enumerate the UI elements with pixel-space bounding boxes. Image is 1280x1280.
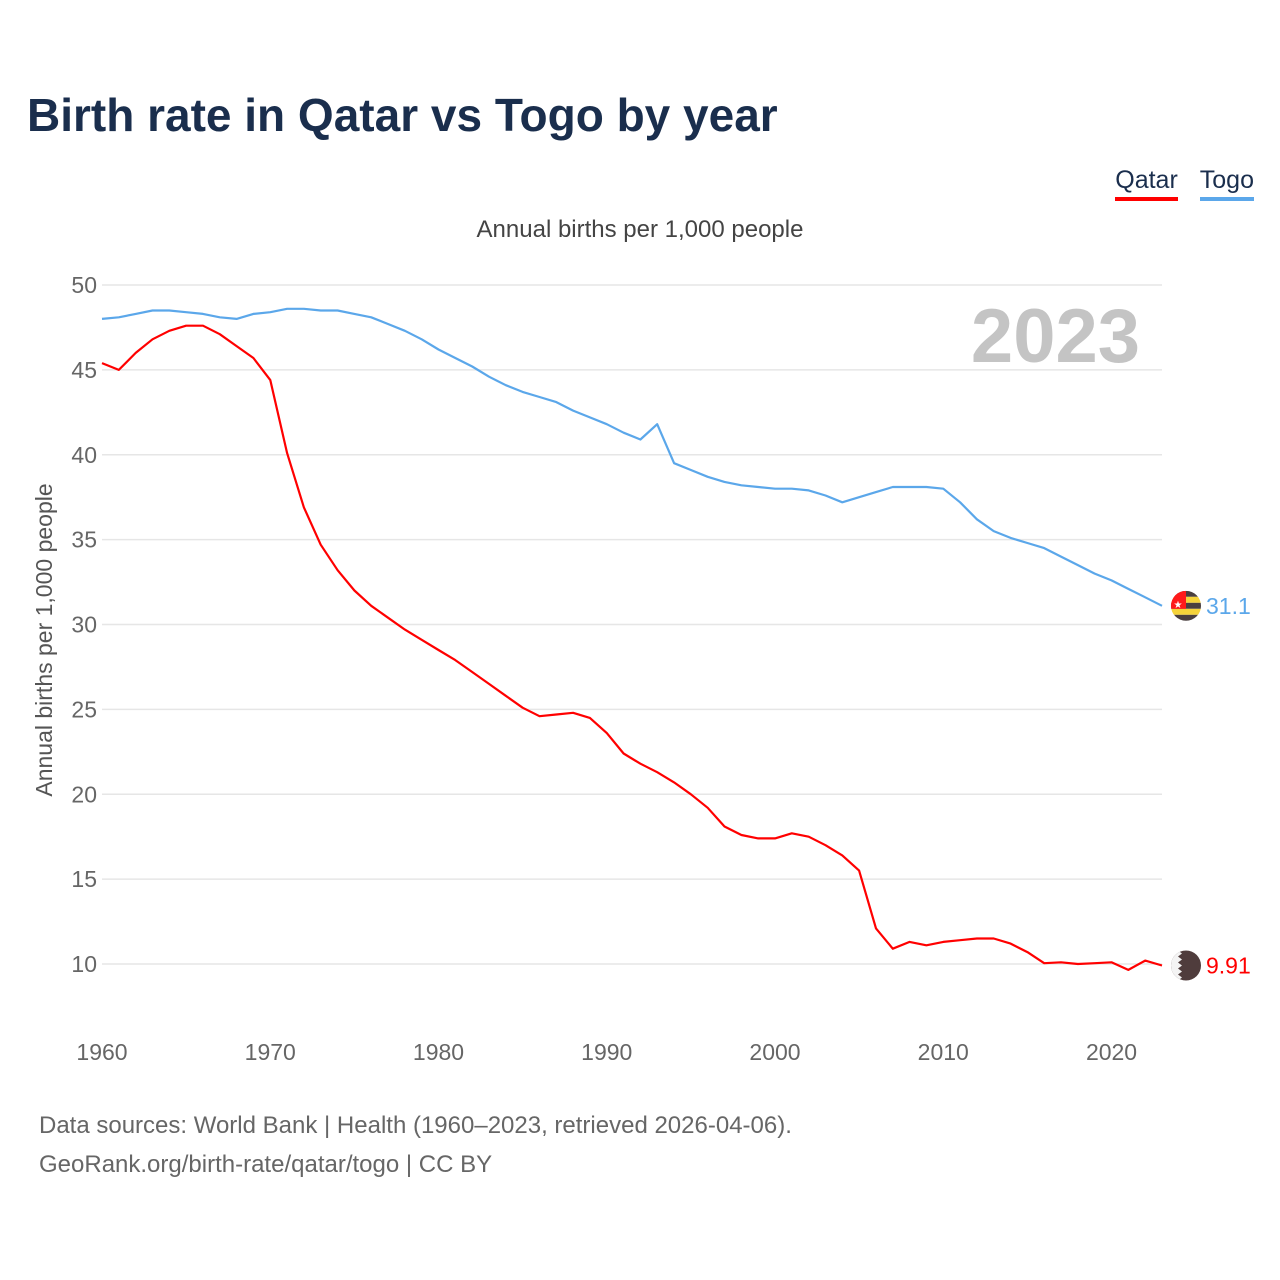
footer: Data sources: World Bank | Health (1960–… — [39, 1106, 792, 1184]
legend-item-togo[interactable]: Togo — [1199, 166, 1254, 201]
series-line-qatar — [101, 324, 1163, 971]
y-tick-label: 50 — [71, 272, 97, 298]
source-link[interactable]: GeoRank.org/birth-rate/qatar/togo | CC B… — [39, 1151, 493, 1178]
chart-title: Birth rate in Qatar vs Togo by year — [27, 89, 778, 141]
x-tick-label: 2010 — [918, 1039, 969, 1065]
year-watermark: 2023 — [971, 294, 1140, 379]
y-tick-label: 30 — [71, 612, 97, 638]
flag-qatar — [1171, 950, 1201, 981]
y-axis-label: Annual births per 1,000 people — [31, 483, 57, 796]
y-tick-label: 10 — [71, 951, 97, 977]
end-value-label-qatar: 9.91 — [1206, 953, 1251, 979]
flag-white — [1171, 950, 1182, 981]
flag-togo: ★ — [1171, 590, 1201, 621]
series-line-togo — [101, 307, 1163, 607]
flag-stripe — [1171, 608, 1201, 615]
x-tick-label: 2020 — [1086, 1039, 1137, 1065]
legend-item-qatar[interactable]: Qatar — [1115, 166, 1178, 201]
x-tick-label: 1980 — [413, 1039, 464, 1065]
y-tick-label: 45 — [71, 357, 97, 383]
legend: Qatar Togo — [1115, 166, 1254, 201]
data-source-note: Data sources: World Bank | Health (1960–… — [39, 1112, 792, 1139]
chart-subtitle: Annual births per 1,000 people — [476, 216, 804, 243]
y-tick-label: 35 — [71, 527, 97, 553]
flag-star: ★ — [1174, 600, 1183, 611]
x-tick-label: 1990 — [581, 1039, 632, 1065]
y-tick-label: 25 — [71, 696, 97, 722]
flag-stripe — [1171, 614, 1201, 621]
x-tick-label: 1970 — [245, 1039, 296, 1065]
line-chart: 10 15 20 25 30 35 40 45 50 1960 1970 1980 1990 2000 20… — [31, 272, 1251, 1065]
x-tick-label: 1960 — [76, 1039, 127, 1065]
flag-icon-qatar — [1171, 950, 1201, 981]
y-tick-label: 15 — [71, 866, 97, 892]
x-tick-label: 2000 — [749, 1039, 800, 1065]
end-value-label-togo: 31.1 — [1206, 593, 1251, 619]
y-tick-label: 20 — [71, 781, 97, 807]
flag-icon-togo: ★ — [1171, 590, 1201, 621]
y-tick-label: 40 — [71, 442, 97, 468]
